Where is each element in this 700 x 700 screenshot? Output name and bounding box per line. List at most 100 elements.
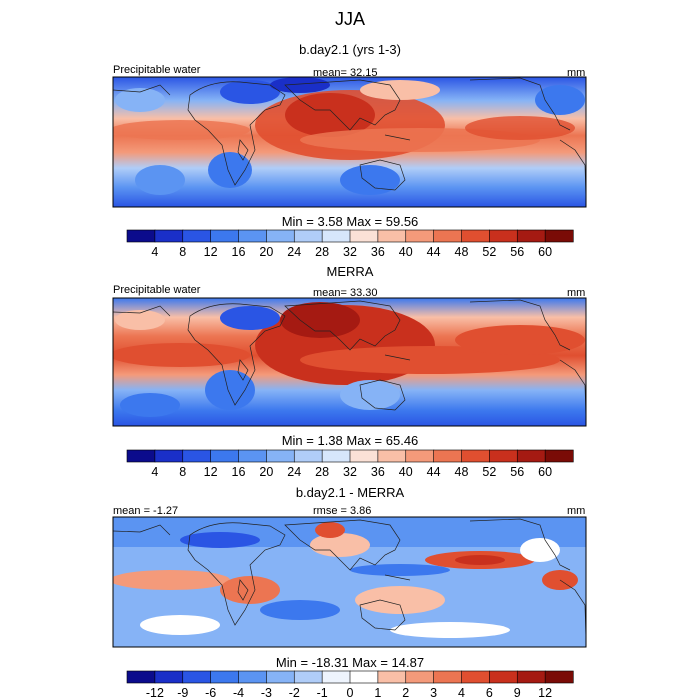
colorbar-box: [349, 449, 379, 463]
colorbar-box: [182, 670, 212, 684]
panel-1-units-label: mm: [567, 67, 586, 79]
colorbar-tick-label: 32: [343, 245, 357, 259]
colorbar-box: [182, 449, 212, 463]
panel-3-frame: [112, 516, 587, 648]
panel-1-title: b.day2.1 (yrs 1-3): [299, 42, 401, 57]
colorbar-box: [238, 449, 267, 463]
colorbar-box: [405, 229, 435, 243]
panel-3-coastlines: [113, 518, 586, 641]
colorbar-box: [154, 670, 184, 684]
colorbar-tick-label: 3: [430, 686, 437, 700]
colorbar-tick-label: 44: [427, 465, 441, 479]
colorbar-tick-label: 12: [204, 465, 218, 479]
panel-2-mean-label: mean= 33.30: [313, 287, 378, 299]
panel-2-colorbar: 4 8 12 16 20 24 28 32 36 40 44 48 52 56 60: [126, 449, 574, 479]
panel-1-left-label: Precipitable water: [113, 64, 201, 76]
colorbar-box: [489, 670, 518, 684]
panel-3-colorbar: -12 -9 -6 -4 -3 -2 -1 0 1 2 3 4 6 9 12: [126, 670, 574, 700]
colorbar-tick-label: 24: [287, 245, 301, 259]
colorbar-box: [210, 670, 240, 684]
colorbar-tick-label: 28: [315, 465, 329, 479]
colorbar-box: [238, 670, 267, 684]
colorbar-tick-label: 8: [179, 465, 186, 479]
colorbar-box: [238, 229, 267, 243]
colorbar-box: [321, 670, 351, 684]
colorbar-box: [405, 670, 435, 684]
colorbar-box: [405, 449, 435, 463]
colorbar-tick-label: 4: [151, 465, 158, 479]
colorbar-tick-label: 8: [179, 245, 186, 259]
colorbar-box: [154, 449, 184, 463]
colorbar-tick-label: 16: [232, 245, 246, 259]
colorbar-box: [516, 670, 546, 684]
colorbar-tick-label: 28: [315, 245, 329, 259]
colorbar-box: [126, 449, 156, 463]
panel-1-colorbar: 4 8 12 16 20 24 28 32 36 40 44 48 52 56 60: [126, 229, 574, 259]
colorbar-box: [489, 229, 518, 243]
colorbar-tick-label: 36: [371, 465, 385, 479]
colorbar-tick-label: 24: [287, 465, 301, 479]
panel-2-left-label: Precipitable water: [113, 284, 201, 296]
colorbar-tick-label: 36: [371, 245, 385, 259]
colorbar-box: [293, 449, 323, 463]
colorbar-box: [433, 449, 463, 463]
colorbar-tick-label: 56: [510, 245, 524, 259]
colorbar-tick-label: 60: [538, 465, 552, 479]
colorbar-tick-label: 32: [343, 465, 357, 479]
colorbar-tick-label: 52: [482, 465, 496, 479]
colorbar-box: [321, 449, 351, 463]
colorbar-tick-label: 56: [510, 465, 524, 479]
colorbar-tick-label: 0: [347, 686, 354, 700]
colorbar-box: [433, 229, 463, 243]
colorbar-box: [293, 670, 323, 684]
colorbar-box: [126, 670, 156, 684]
panel-2-units-label: mm: [567, 287, 586, 299]
colorbar-tick-label: 20: [259, 465, 273, 479]
colorbar-tick-label: 12: [204, 245, 218, 259]
colorbar-tick-label: 1: [374, 686, 381, 700]
colorbar-box: [349, 229, 379, 243]
panel-3-title: b.day2.1 - MERRA: [295, 485, 405, 500]
panel-2-title: MERRA: [326, 264, 374, 279]
panel-2-map: [113, 298, 586, 426]
colorbar-tick-label: 40: [399, 245, 413, 259]
colorbar-tick-label: 4: [458, 686, 465, 700]
colorbar-box: [377, 449, 407, 463]
panel-1-frame: [112, 76, 587, 208]
colorbar-box: [544, 229, 574, 243]
colorbar-tick-label: 44: [427, 245, 441, 259]
colorbar-tick-label: -6: [205, 686, 216, 700]
colorbar-box: [377, 229, 407, 243]
colorbar-box: [154, 229, 184, 243]
panel-1-mean-label: mean= 32.15: [313, 67, 378, 79]
colorbar-tick-label: 9: [514, 686, 521, 700]
colorbar-box: [461, 670, 490, 684]
panel-3-minmax: Min = -18.31 Max = 14.87: [275, 655, 425, 670]
colorbar-box: [544, 449, 574, 463]
panel-1-map: [113, 77, 586, 207]
colorbar-box: [293, 229, 323, 243]
colorbar-tick-label: 40: [399, 465, 413, 479]
colorbar-tick-label: -12: [146, 686, 164, 700]
colorbar-box: [461, 449, 490, 463]
colorbar-box: [266, 670, 295, 684]
colorbar-tick-label: 48: [455, 465, 469, 479]
colorbar-box: [489, 449, 518, 463]
colorbar-tick-label: -2: [289, 686, 300, 700]
colorbar-tick-label: -3: [261, 686, 272, 700]
colorbar-tick-label: 4: [151, 245, 158, 259]
colorbar-box: [210, 449, 240, 463]
colorbar-box: [461, 229, 490, 243]
colorbar-box: [349, 670, 379, 684]
colorbar-tick-label: -9: [177, 686, 188, 700]
panel-3-map: [113, 517, 586, 647]
colorbar-tick-label: 6: [486, 686, 493, 700]
panel-2-frame: [112, 297, 587, 427]
colorbar-box: [266, 449, 295, 463]
colorbar-tick-label: -1: [317, 686, 328, 700]
panel-2-minmax: Min = 1.38 Max = 65.46: [281, 433, 419, 448]
colorbar-box: [433, 670, 463, 684]
colorbar-tick-label: 20: [259, 245, 273, 259]
colorbar-box: [126, 229, 156, 243]
